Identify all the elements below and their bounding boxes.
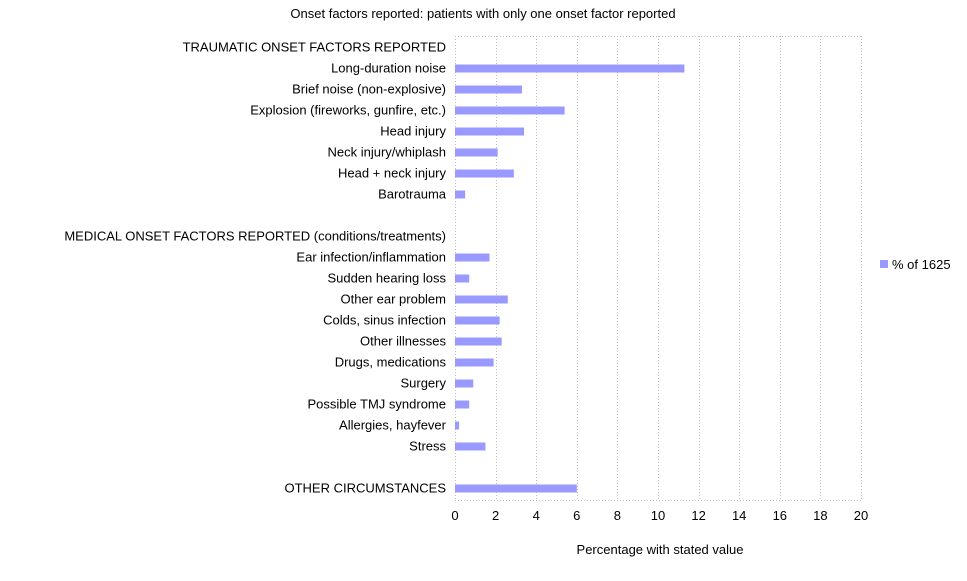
category-label: Stress <box>409 439 446 454</box>
category-label: Possible TMJ syndrome <box>308 397 446 412</box>
bar <box>455 253 490 262</box>
category-label: Colds, sinus infection <box>323 313 446 328</box>
category-label: Other illnesses <box>360 334 446 349</box>
bar <box>455 295 508 304</box>
category-label: Other ear problem <box>341 292 447 307</box>
x-axis-ticks: 0 2 4 6 8 10 12 14 16 18 20 <box>451 508 868 523</box>
category-label: Ear infection/inflammation <box>296 250 446 265</box>
bar <box>455 379 474 388</box>
chart-title: Onset factors reported: patients with on… <box>290 6 675 21</box>
category-labels: TRAUMATIC ONSET FACTORS REPORTED Long-dur… <box>64 40 446 496</box>
bar <box>455 442 486 451</box>
bar <box>455 484 577 493</box>
bar <box>455 85 522 94</box>
bar <box>455 169 514 178</box>
x-tick-label: 16 <box>773 508 787 523</box>
bar <box>455 358 494 367</box>
x-tick-label: 4 <box>533 508 540 523</box>
x-tick-label: 2 <box>492 508 499 523</box>
category-label: Sudden hearing loss <box>327 271 446 286</box>
legend: % of 1625 <box>880 257 951 272</box>
legend-swatch <box>880 260 888 268</box>
x-tick-label: 0 <box>451 508 458 523</box>
grid <box>455 36 862 501</box>
x-tick-label: 6 <box>573 508 580 523</box>
category-label: Head injury <box>380 124 446 139</box>
category-label: Long-duration noise <box>331 61 446 76</box>
category-label: Barotrauma <box>378 187 447 202</box>
bar <box>455 127 525 136</box>
bar <box>455 316 500 325</box>
bar <box>455 190 466 199</box>
x-tick-label: 8 <box>614 508 621 523</box>
x-tick-label: 14 <box>732 508 746 523</box>
x-tick-label: 12 <box>691 508 705 523</box>
category-label: OTHER CIRCUMSTANCES <box>284 481 446 496</box>
category-label: Surgery <box>400 376 446 391</box>
category-label: TRAUMATIC ONSET FACTORS REPORTED <box>183 40 446 55</box>
bar <box>455 400 470 409</box>
x-tick-label: 10 <box>651 508 665 523</box>
legend-label: % of 1625 <box>892 257 951 272</box>
category-label: Brief noise (non-explosive) <box>292 82 446 97</box>
category-label: Explosion (fireworks, gunfire, etc.) <box>250 103 446 118</box>
x-tick-label: 18 <box>813 508 827 523</box>
bar <box>455 148 498 157</box>
bar <box>455 421 460 430</box>
bar <box>455 274 470 283</box>
bar <box>455 64 685 73</box>
category-label: MEDICAL ONSET FACTORS REPORTED (conditio… <box>64 229 446 244</box>
bars <box>455 64 685 493</box>
category-label: Neck injury/whiplash <box>328 145 447 160</box>
bar <box>455 337 502 346</box>
bar <box>455 106 565 115</box>
category-label: Drugs, medications <box>335 355 447 370</box>
category-label: Head + neck injury <box>338 166 447 181</box>
category-label: Allergies, hayfever <box>339 418 447 433</box>
x-axis-label: Percentage with stated value <box>577 542 744 557</box>
x-tick-label: 20 <box>854 508 868 523</box>
